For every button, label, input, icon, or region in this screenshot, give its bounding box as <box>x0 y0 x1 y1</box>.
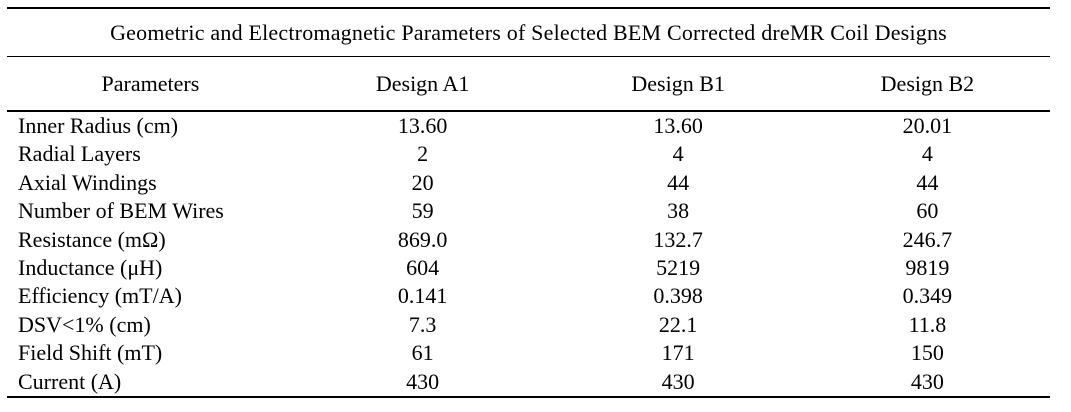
table-row-resistance: Resistance (mΩ) 869.0 132.7 246.7 <box>7 226 1050 254</box>
value-design-b2: 44 <box>916 169 939 195</box>
table-row-efficiency: Efficiency (mT/A) 0.141 0.398 0.349 <box>7 282 1050 310</box>
parameter-label: Efficiency (mT/A) <box>18 283 182 309</box>
value-design-b1: 4 <box>672 141 684 167</box>
value-design-a1: 7.3 <box>408 311 437 337</box>
value-design-b1: 0.398 <box>653 283 703 309</box>
value-design-b1: 132.7 <box>653 226 703 252</box>
table-row-number-of-bem-wires: Number of BEM Wires 59 38 60 <box>7 197 1050 225</box>
value-design-a1: 2 <box>417 141 429 167</box>
value-design-b2: 60 <box>916 198 939 224</box>
parameter-label: Inner Radius (cm) <box>18 113 179 138</box>
value-design-a1: 13.60 <box>397 113 448 138</box>
column-header-design-b2: Design B2 <box>804 56 1050 112</box>
parameter-label: Inductance (μH) <box>18 255 163 281</box>
value-design-b2: 20.01 <box>902 113 953 138</box>
value-design-b2: 150 <box>910 340 944 366</box>
value-design-b1: 430 <box>661 368 695 394</box>
parameter-label: Radial Layers <box>18 141 141 167</box>
column-header-design-a1: Design A1 <box>293 56 552 112</box>
parameter-label: Current (A) <box>18 368 122 394</box>
value-design-a1: 0.141 <box>397 283 448 309</box>
value-design-b1: 13.60 <box>653 113 703 138</box>
column-header-design-b1: Design B1 <box>551 56 805 112</box>
table-title-row: Geometric and Electromagnetic Parameters… <box>7 8 1050 57</box>
parameter-label: Resistance (mΩ) <box>18 226 166 252</box>
value-design-b1: 38 <box>667 198 690 224</box>
value-design-a1: 59 <box>411 198 434 224</box>
value-design-a1: 61 <box>411 340 434 366</box>
value-design-b1: 22.1 <box>658 311 698 337</box>
value-design-a1: 604 <box>406 255 440 281</box>
table-row-inner-radius: Inner Radius (cm) 13.60 13.60 20.01 <box>7 111 1050 140</box>
value-design-b2: 11.8 <box>908 311 947 337</box>
coil-design-parameters-table: Geometric and Electromagnetic Parameters… <box>7 7 1050 399</box>
table-row-field-shift: Field Shift (mT) 61 171 150 <box>7 339 1050 367</box>
value-design-b2: 430 <box>910 368 944 394</box>
table-body: Inner Radius (cm) 13.60 13.60 20.01 Radi… <box>7 111 1050 397</box>
value-design-b2: 246.7 <box>902 226 953 252</box>
parameter-label: DSV<1% (cm) <box>18 311 151 337</box>
value-design-a1: 430 <box>406 368 440 394</box>
table-header-row: Parameters Design A1 Design B1 Design B2 <box>7 56 1050 112</box>
value-design-b2: 9819 <box>905 255 950 281</box>
value-design-a1: 20 <box>411 169 434 195</box>
parameter-label: Axial Windings <box>18 169 157 195</box>
value-design-b2: 4 <box>921 141 933 167</box>
value-design-b1: 171 <box>661 340 695 366</box>
value-design-b1: 5219 <box>656 255 701 281</box>
table-title: Geometric and Electromagnetic Parameters… <box>7 8 1050 57</box>
column-header-parameters: Parameters <box>7 56 294 112</box>
table-row-radial-layers: Radial Layers 2 4 4 <box>7 140 1050 168</box>
table-row-axial-windings: Axial Windings 20 44 44 <box>7 169 1050 197</box>
table-row-dsv: DSV<1% (cm) 7.3 22.1 11.8 <box>7 311 1050 339</box>
value-design-b1: 44 <box>667 169 690 195</box>
parameter-label: Number of BEM Wires <box>18 198 224 224</box>
table-row-current: Current (A) 430 430 430 <box>7 368 1050 397</box>
value-design-a1: 869.0 <box>397 226 448 252</box>
table-row-inductance: Inductance (μH) 604 5219 9819 <box>7 254 1050 282</box>
parameter-label: Field Shift (mT) <box>18 340 163 366</box>
value-design-b2: 0.349 <box>902 283 953 309</box>
